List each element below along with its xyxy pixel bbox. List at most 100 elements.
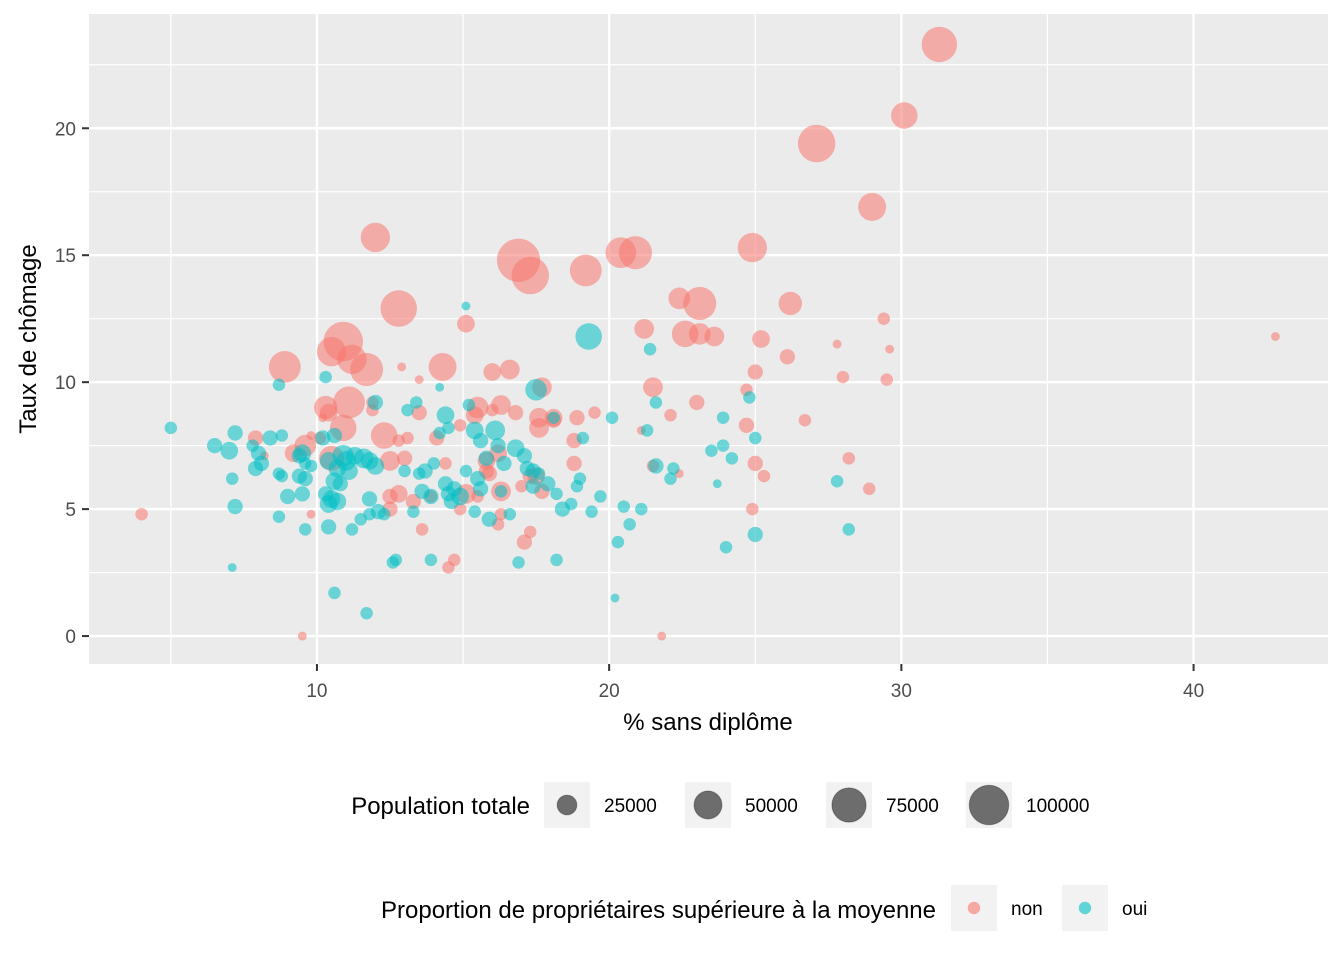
x-tick-label: 30 [891,681,912,702]
data-point-oui [547,411,560,424]
data-point-non [481,465,497,482]
size-legend-title: Population totale [351,793,530,820]
data-point-oui [435,382,445,392]
data-point-oui [319,370,332,384]
data-point-oui [446,481,462,497]
data-point-non [737,232,767,263]
data-point-oui [304,459,318,473]
data-point-non [798,414,812,427]
data-point-non [268,350,301,383]
data-point-non [135,507,148,521]
data-point-oui [611,535,625,549]
data-point-oui [318,486,334,502]
data-point-oui [275,469,289,483]
data-point-oui [472,432,489,449]
data-point-non [515,480,528,493]
y-tick-label: 5 [65,500,76,521]
data-point-oui [298,523,312,536]
data-point-non [746,502,759,516]
data-point-oui [366,457,385,475]
y-axis: 0 5 10 15 20 [55,119,89,648]
data-point-non [306,509,316,519]
data-point-non [588,406,601,419]
data-point-oui [459,464,473,478]
data-point-non [523,525,537,539]
data-point-oui [206,437,223,454]
data-point-oui [623,518,636,531]
data-point-non [738,417,755,433]
size-legend-label: 50000 [745,796,798,817]
data-point-oui [346,446,364,465]
data-point-non [380,450,400,471]
data-point-oui [610,593,620,603]
data-point-non [483,363,502,381]
data-point-non [747,455,763,472]
data-point-non [457,314,475,333]
data-point-non [396,450,413,466]
data-point-non [414,375,424,385]
data-point-oui [564,497,578,511]
data-point-oui [478,450,495,466]
data-point-oui [712,479,722,489]
data-point-non [704,326,725,347]
data-point-oui [643,342,657,356]
data-point-oui [525,378,547,401]
data-point-oui [575,323,602,350]
data-point-oui [427,457,441,470]
data-point-non [880,373,894,386]
y-tick-label: 0 [65,627,76,648]
data-point-oui [649,396,663,409]
x-axis-label: % sans diplôme [623,709,792,736]
data-point-oui [576,431,590,445]
data-point-oui [494,485,508,498]
data-point-oui [361,491,378,507]
size-legend-swatch [693,790,723,820]
data-point-non [778,291,803,316]
data-point-non [634,318,655,339]
data-point-oui [227,425,243,441]
data-point-non [333,386,366,419]
data-point-oui [525,478,541,494]
data-point-oui [367,394,384,411]
data-point-non [448,553,461,567]
data-point-non [643,377,663,398]
data-point-oui [332,476,348,492]
data-point-oui [605,411,619,424]
y-tick-label: 15 [55,246,76,267]
data-point-oui [328,586,341,600]
data-point-non [499,359,520,380]
data-point-oui [436,406,455,425]
data-point-oui [363,507,376,521]
data-point-oui [246,439,259,452]
data-point-oui [472,481,489,497]
data-point-oui [320,519,337,535]
data-point-non [858,192,887,221]
major-gridlines [89,14,1328,664]
series-non-points [135,26,1280,641]
data-point-non [683,286,717,320]
data-point-non [405,493,422,510]
data-point-oui [315,430,331,446]
data-point-oui [594,490,607,503]
data-point-non [569,254,602,287]
data-point-oui [516,448,533,464]
data-point-non [516,534,533,550]
data-point-oui [272,378,286,391]
y-axis-label: Taux de chômage [15,244,42,433]
data-point-non [529,417,549,438]
data-point-non [569,410,585,426]
data-point-non [415,523,429,536]
data-point-non [318,413,328,423]
data-point-non [657,631,667,641]
data-point-oui [705,444,718,457]
data-point-non [885,344,895,354]
data-point-non [397,362,407,372]
data-point-oui [664,472,677,485]
data-point-oui [225,472,239,485]
color-legend-swatch-oui [1078,901,1092,915]
size-legend: Population totale 25000 50000 75000 100000 [351,782,1089,828]
x-tick-label: 10 [306,681,327,702]
size-legend-label: 100000 [1026,796,1089,817]
data-point-non [891,102,918,129]
